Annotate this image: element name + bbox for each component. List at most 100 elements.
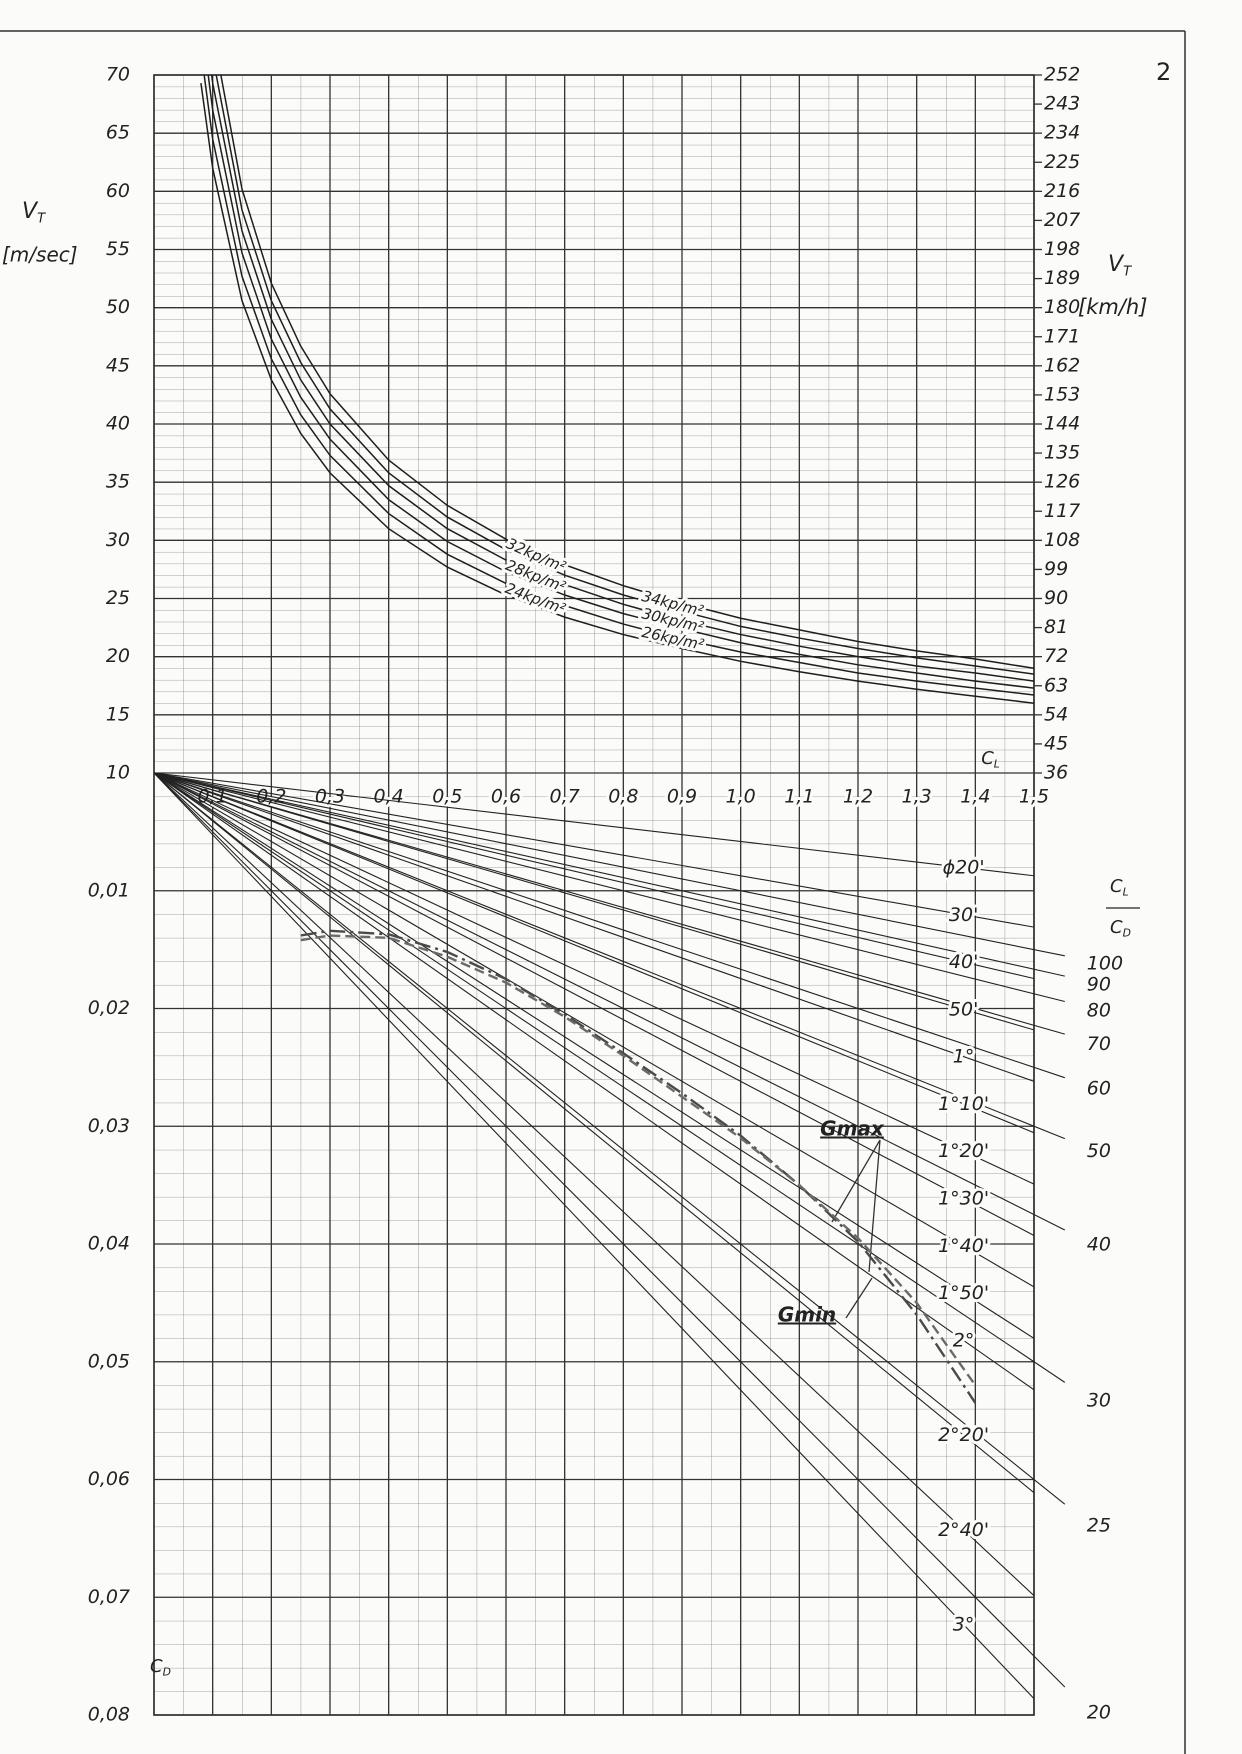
y-tick-label: 0,04	[88, 1233, 130, 1255]
glide-angle-value: 3°	[953, 1613, 975, 1635]
glide-ratio-ray	[153, 772, 1066, 1140]
y-tick-label: 0,05	[88, 1350, 130, 1372]
y-tick-label: 15	[106, 703, 130, 725]
glide-angle-label: 1°10'	[938, 1092, 989, 1114]
x-tick-label: 1,2	[843, 786, 873, 808]
x-axis-label-symbol: C	[981, 748, 994, 769]
glide-ratio-ray	[153, 772, 1065, 957]
glide-ratio-ray	[153, 772, 1066, 1383]
y-tick-label: 30	[106, 529, 130, 551]
y2-tick-label: 153	[1044, 383, 1080, 405]
glide-ratio-ray	[153, 772, 1066, 1505]
line-series	[207, 75, 1034, 689]
y-tick-label: 0,06	[88, 1468, 130, 1490]
glide-angle-value: 20'	[955, 856, 984, 878]
glide-angle-value: 30'	[949, 903, 978, 925]
glide-angle-value: 1°	[953, 1045, 975, 1067]
y2-tick-label: 243	[1044, 93, 1080, 115]
glide-angle-ray	[154, 773, 1034, 1494]
glide-angle-ray	[154, 773, 1034, 1597]
y-tick-label: 10	[106, 762, 130, 784]
glide-angle-symbol: ϕ	[943, 856, 956, 878]
y-axis-label-subscript: D	[163, 1665, 171, 1678]
y2-tick-label: 36	[1044, 762, 1068, 784]
x-tick-label: 0,6	[491, 786, 521, 808]
x-tick-label: 1,4	[960, 786, 990, 808]
y2-tick-label: 135	[1044, 442, 1080, 464]
glide-angle-label: 2°20'	[938, 1424, 989, 1446]
glide-angle-ray	[154, 773, 1034, 1082]
y2-tick-label: 180	[1044, 296, 1080, 318]
glide-angle-label: 1°50'	[938, 1282, 989, 1304]
y-axis-label: CD	[150, 1656, 171, 1678]
y2-tick-label: 144	[1044, 413, 1080, 435]
y2-tick-label: 81	[1044, 616, 1068, 638]
glide-angle-label: 1°40'	[938, 1234, 989, 1256]
rays	[154, 773, 1034, 1700]
y2-axis-label-subscript: T	[1123, 265, 1132, 280]
glide-angle-ray	[154, 773, 1034, 1134]
y2-tick-label: 171	[1044, 325, 1080, 347]
glide-angle-ray	[154, 773, 1034, 980]
y-tick-label: 0,08	[88, 1704, 130, 1726]
x-tick-label: 0,7	[550, 786, 580, 808]
y2-tick-label: 126	[1044, 471, 1080, 493]
y2-tick-label: 108	[1044, 529, 1080, 551]
ratio-label-denominator-subscript: D	[1123, 926, 1131, 939]
glide-ratio-label: 20	[1087, 1702, 1111, 1724]
glide-ratio-label: 100	[1087, 953, 1123, 975]
ratio-label-numerator-subscript: L	[1123, 885, 1129, 898]
glide-ratio-label: 25	[1087, 1514, 1111, 1536]
glide-angle-ray	[154, 773, 1034, 1339]
ratio-label-denominator-symbol: C	[1110, 917, 1123, 938]
glide-angle-label: 1°20'	[938, 1140, 989, 1162]
x-tick-label: 1,3	[902, 786, 932, 808]
annotation-leader	[845, 1277, 873, 1319]
y-tick-label: 40	[106, 413, 130, 435]
annotation-leader	[831, 1139, 881, 1273]
y2-tick-label: 63	[1044, 674, 1068, 696]
page-number: 2	[1156, 58, 1171, 86]
glide-ratio-label: 30	[1087, 1390, 1111, 1412]
y2-tick-label: 189	[1044, 267, 1080, 289]
glide-angle-ray	[154, 773, 1034, 1031]
glide-angle-value: 50'	[949, 998, 978, 1020]
x-axis-label-subscript: L	[994, 757, 1000, 770]
x-tick-label: 1,1	[784, 786, 814, 808]
glide-ratio-label: 40	[1087, 1234, 1111, 1256]
y-tick-label: 35	[106, 471, 130, 493]
y-tick-label: 20	[106, 645, 130, 667]
y2-axis-label: VT	[1108, 252, 1132, 280]
y-axis-label-symbol: V	[22, 199, 39, 224]
line-series	[200, 83, 1034, 704]
line-series	[203, 75, 1034, 696]
glide-angle-label: 1°30'	[938, 1187, 989, 1209]
x-tick-label: 1,0	[726, 786, 756, 808]
glide-ratio-ray	[153, 772, 1065, 1035]
y2-tick-label: 72	[1044, 645, 1068, 667]
glide-angle-ray	[154, 773, 1034, 1700]
y-tick-label: 65	[106, 122, 130, 144]
glide-angle-label: 30'	[949, 903, 978, 925]
glide-angle-label: 50'	[949, 998, 978, 1020]
glide-angle-ray	[154, 773, 1034, 1236]
series-group	[200, 75, 1034, 704]
y-axis-label-subscript: T	[37, 212, 46, 227]
glide-angle-value: 2°20'	[938, 1424, 989, 1446]
x-tick-label: 0,4	[374, 786, 404, 808]
y-tick-label: 55	[106, 238, 130, 260]
glide-ratio-ray	[153, 772, 1065, 977]
y2-tick-label: 207	[1044, 209, 1080, 231]
polar-curve	[300, 934, 977, 1386]
glide-angle-label: ϕ20'	[943, 856, 985, 878]
glide-angle-ray	[154, 773, 1034, 1288]
y2-tick-label: 45	[1044, 732, 1068, 754]
line-series	[215, 75, 1034, 675]
y-axis-label: VT	[22, 199, 46, 227]
y-tick-label: 50	[106, 296, 130, 318]
y2-tick-label: 117	[1044, 500, 1080, 522]
line-series	[220, 75, 1034, 670]
y-tick-label: 60	[106, 180, 130, 202]
glide-ratio-label: 80	[1087, 1000, 1111, 1022]
